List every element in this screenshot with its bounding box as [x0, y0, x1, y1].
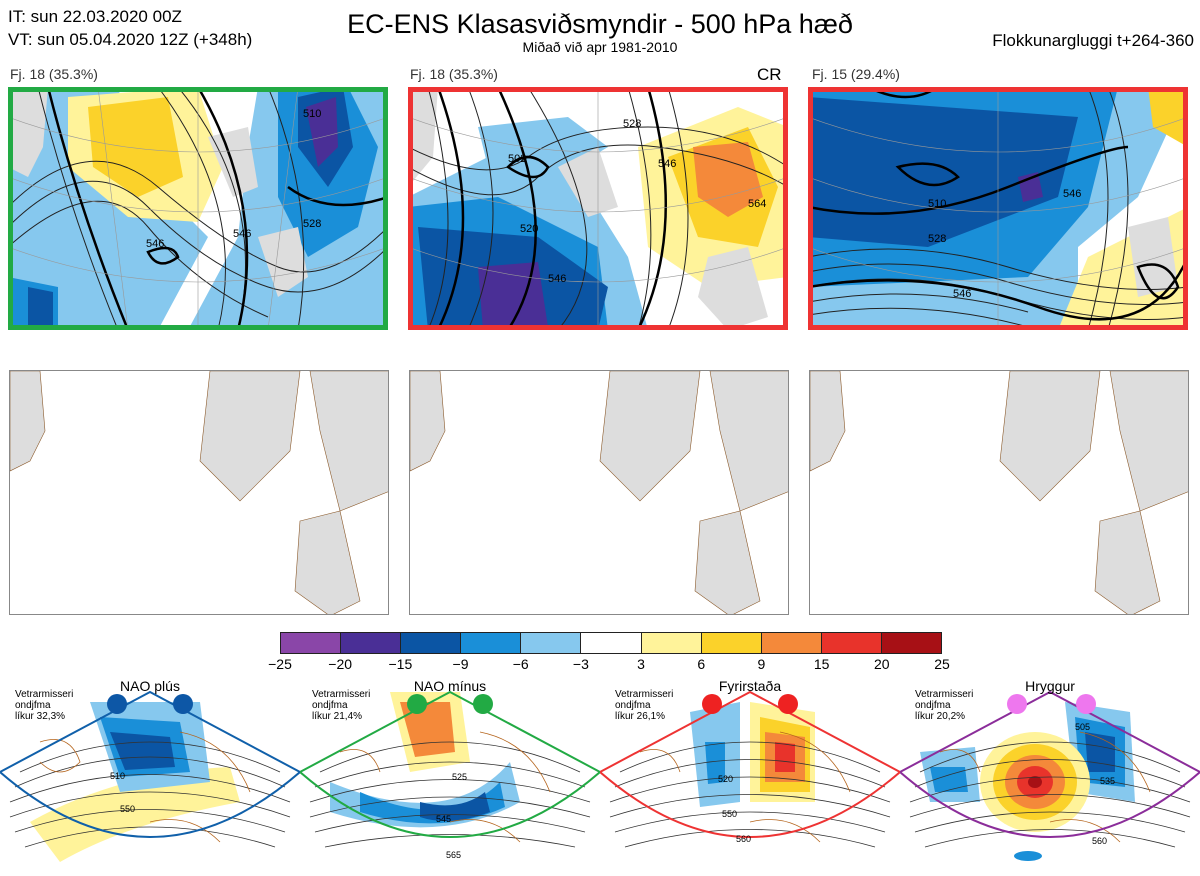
cluster-1-frame	[8, 87, 388, 330]
colorbar-segment	[461, 633, 522, 653]
cluster-2-map: 502 520 528 546 546 564	[408, 87, 788, 330]
colorbar-segment	[341, 633, 402, 653]
contour-label: 546	[233, 228, 251, 240]
regime-4-dot	[1076, 694, 1096, 714]
contour-label: 528	[623, 118, 641, 130]
regime-3-title: Fyrirstaða	[719, 678, 781, 694]
cluster-2-label: Fj. 18 (35.3%)	[410, 66, 498, 82]
regime-4-outline	[899, 690, 1200, 838]
cluster-3-label: Fj. 15 (29.4%)	[812, 66, 900, 82]
colorbar-segment	[761, 633, 822, 653]
regime-1-stat: Vetrarmisseri	[15, 689, 73, 700]
colorbar-segment	[701, 633, 762, 653]
colorbar-tick-label: 20	[874, 656, 890, 672]
contour-label: 546	[146, 238, 164, 250]
init-time: IT: sun 22.03.2020 00Z	[8, 7, 182, 26]
colorbar-segment	[401, 633, 462, 653]
colorbar-tick-label: −20	[328, 656, 353, 672]
colorbar-segment	[881, 633, 942, 653]
contour-label: 546	[548, 273, 566, 285]
regime-1-outline	[0, 690, 302, 838]
page-title: EC-ENS Klasasviðsmyndir - 500 hPa hæð	[347, 9, 853, 39]
contour-label: 510	[303, 108, 321, 120]
regime-4-dot	[1007, 694, 1027, 714]
regime-2-contour: 525	[452, 772, 467, 782]
cluster-3-map: 510 528 546 546	[808, 87, 1188, 330]
regime-2-dot	[473, 694, 493, 714]
regime-2-stat: ondjfma	[312, 700, 348, 711]
colorbar-tick-label: −6	[512, 656, 529, 672]
colorbar-tick-label: 25	[934, 656, 950, 672]
cluster-2-tag: CR	[757, 65, 782, 84]
classification-window: Flokkunargluggi t+264-360	[992, 31, 1194, 50]
regime-ridge: Hryggur Vetrarmisseri ondjfma líkur 20,2…	[899, 672, 1200, 871]
contour-label: 502	[508, 153, 526, 165]
regime-3-contour: 520	[718, 774, 733, 784]
cluster-2-frame	[408, 87, 788, 330]
contour-label: 546	[1063, 188, 1081, 200]
regime-4-contour: 560	[1092, 836, 1107, 846]
colorbar-segment	[641, 633, 702, 653]
regime-3-stat: ondjfma	[615, 700, 651, 711]
cluster-1-label: Fj. 18 (35.3%)	[10, 66, 98, 82]
regime-1-contour: 510	[110, 771, 125, 781]
colorbar-segment	[521, 633, 582, 653]
colorbar-tick-label: 15	[813, 656, 830, 672]
cluster-1-map: 528 546 546 510	[8, 87, 388, 330]
regime-1-stat: ondjfma	[15, 700, 51, 711]
regime-2-contour: 565	[446, 850, 461, 860]
cluster-3-frame	[808, 87, 1188, 330]
regime-4-contour: 505	[1075, 722, 1090, 732]
regime-3-stat: líkur 26,1%	[615, 711, 665, 722]
regime-1-contour: 550	[120, 804, 135, 814]
anomaly-map-1	[9, 370, 389, 615]
regime-nao-minus: NAO mínus Vetrarmisseri ondjfma líkur 21…	[299, 672, 602, 871]
regime-3-contour: 560	[736, 834, 751, 844]
contour-label: 546	[658, 158, 676, 170]
regime-3-dot	[702, 694, 722, 714]
regime-2-dot	[407, 694, 427, 714]
contour-label: 528	[303, 218, 321, 230]
anomaly-map-3	[809, 370, 1189, 615]
regime-2-title: NAO mínus	[414, 678, 486, 694]
colorbar-tick-label: 9	[757, 656, 766, 672]
colorbar-tick-label: −25	[268, 656, 292, 672]
regime-3-stat: Vetrarmisseri	[615, 689, 673, 700]
colorbar-tick-label: 6	[697, 656, 706, 672]
colorbar-segment	[821, 633, 882, 653]
regime-1-dot	[173, 694, 193, 714]
regime-4-title: Hryggur	[1025, 678, 1075, 694]
regime-1-title: NAO plús	[120, 678, 180, 694]
regime-1-dot	[107, 694, 127, 714]
regime-nao-plus: NAO plús Vetrarmisseri ondjfma líkur 32,…	[0, 672, 302, 871]
colorbar-tick-label: −3	[572, 656, 589, 672]
anomaly-map-2	[409, 370, 789, 615]
regime-3-outline	[599, 690, 902, 838]
contour-label: 564	[748, 198, 766, 210]
regime-2-stat: líkur 21,4%	[312, 711, 362, 722]
regime-3-contour: 550	[722, 809, 737, 819]
contour-label: 546	[953, 288, 971, 300]
colorbar-tick-label: −15	[388, 656, 413, 672]
regime-blocking: Fyrirstaða Vetrarmisseri ondjfma líkur 2…	[599, 672, 902, 871]
regime-2-outline	[299, 690, 602, 838]
regime-4-stat: líkur 20,2%	[915, 711, 965, 722]
colorbar-segment	[281, 633, 342, 653]
page-subtitle: Miðað við apr 1981-2010	[522, 39, 678, 55]
regime-4-contour: 535	[1100, 776, 1115, 786]
colorbar-tick-label: 3	[637, 656, 645, 672]
regime-4-stat: ondjfma	[915, 700, 951, 711]
colorbar-tick-label: −9	[452, 656, 469, 672]
contour-label: 528	[928, 233, 946, 245]
colorbar	[280, 632, 942, 654]
regime-1-stat: líkur 32,3%	[15, 711, 65, 722]
valid-time: VT: sun 05.04.2020 12Z (+348h)	[8, 30, 253, 49]
contour-label: 510	[928, 198, 946, 210]
contour-label: 520	[520, 223, 538, 235]
colorbar-segment	[581, 633, 642, 653]
regime-4-stat: Vetrarmisseri	[915, 689, 973, 700]
regime-2-stat: Vetrarmisseri	[312, 689, 370, 700]
regime-2-contour: 545	[436, 814, 451, 824]
regime-3-dot	[778, 694, 798, 714]
